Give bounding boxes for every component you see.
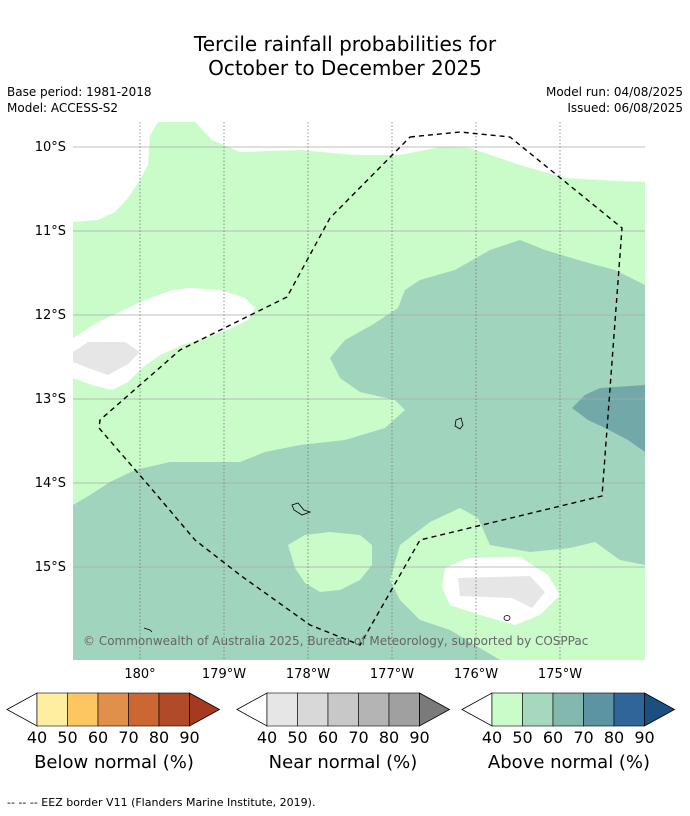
legend-extend-low bbox=[236, 692, 268, 727]
legend-extend-low bbox=[461, 692, 493, 727]
island-wallis bbox=[454, 417, 464, 430]
copyright-text: © Commonwealth of Australia 2025, Bureau… bbox=[83, 634, 588, 648]
legend-tick-label: 60 bbox=[318, 728, 338, 747]
legend-tick-label: 80 bbox=[604, 728, 624, 747]
lat-label: 12°S bbox=[35, 308, 66, 323]
legend-swatch bbox=[158, 692, 190, 727]
legend-tick-label: 80 bbox=[149, 728, 169, 747]
lat-label: 11°S bbox=[35, 224, 66, 239]
legend-swatch bbox=[128, 692, 160, 727]
legend-swatch bbox=[97, 692, 129, 727]
lon-label: 176°W bbox=[454, 667, 498, 682]
legend-extend-low bbox=[6, 692, 38, 727]
legend-tick-label: 50 bbox=[512, 728, 532, 747]
gridlines bbox=[73, 146, 645, 568]
lon-label: 175°W bbox=[538, 667, 582, 682]
eez-note: -- -- -- EEZ border V11 (Flanders Marine… bbox=[7, 796, 316, 809]
lon-label: 177°W bbox=[370, 667, 414, 682]
model-name: Model: ACCESS-S2 bbox=[7, 101, 119, 115]
legend-above-normal: 40 50 60 70 80 90 bbox=[461, 692, 676, 747]
legend-tick-label: 90 bbox=[179, 728, 199, 747]
legend-swatch bbox=[552, 692, 584, 727]
island-futuna bbox=[291, 502, 312, 516]
legend-tick-label: 90 bbox=[409, 728, 429, 747]
near-normal-patch-west bbox=[73, 342, 140, 375]
island-small-southwest bbox=[143, 627, 153, 633]
no-signal-region-north bbox=[195, 122, 645, 182]
legend-tick-label: 40 bbox=[482, 728, 502, 747]
lat-label: 10°S bbox=[35, 140, 66, 155]
legend-title-near: Near normal (%) bbox=[268, 752, 418, 773]
near-normal-patch-southeast bbox=[458, 576, 545, 608]
legend-tick-label: 70 bbox=[118, 728, 138, 747]
lat-axis: 10°S 11°S 12°S 13°S 14°S 15°S bbox=[35, 140, 66, 575]
legend-extend-high bbox=[419, 692, 451, 727]
lat-label: 14°S bbox=[35, 476, 66, 491]
legend-tick-label: 40 bbox=[27, 728, 47, 747]
lon-axis: 180° 179°W 178°W 177°W 176°W 175°W bbox=[124, 667, 582, 682]
legend-swatch bbox=[358, 692, 390, 727]
legend-tick-label: 50 bbox=[287, 728, 307, 747]
legend-extend-high bbox=[189, 692, 221, 727]
legend-tick-label: 70 bbox=[573, 728, 593, 747]
legend-title-above: Above normal (%) bbox=[487, 752, 651, 773]
lat-label: 13°S bbox=[35, 392, 66, 407]
legend-tick-label: 80 bbox=[379, 728, 399, 747]
legend-below-normal: 40 50 60 70 80 90 bbox=[6, 692, 221, 747]
lon-label: 178°W bbox=[286, 667, 330, 682]
lon-label: 179°W bbox=[202, 667, 246, 682]
legend-swatch bbox=[297, 692, 329, 727]
legend-tick-label: 60 bbox=[88, 728, 108, 747]
above-normal-40-50-patch-south bbox=[288, 532, 372, 592]
legend-near-normal: 40 50 60 70 80 90 bbox=[236, 692, 451, 747]
legend-swatch bbox=[522, 692, 554, 727]
legend-extend-high bbox=[644, 692, 676, 727]
legend-tick-label: 70 bbox=[348, 728, 368, 747]
model-run: Model run: 04/08/2025 bbox=[545, 85, 683, 99]
meridians bbox=[139, 122, 561, 660]
legend-swatch bbox=[67, 692, 99, 727]
lon-label: 180° bbox=[124, 667, 155, 682]
legend-swatch bbox=[36, 692, 68, 727]
map-title-line2: October to December 2025 bbox=[208, 56, 482, 80]
legend-swatch bbox=[583, 692, 615, 727]
island-small-south bbox=[503, 615, 511, 621]
map-fill-layer bbox=[73, 122, 645, 660]
legend-tick-label: 40 bbox=[257, 728, 277, 747]
legend-swatch bbox=[266, 692, 298, 727]
legend-swatch bbox=[613, 692, 645, 727]
legend-tick-label: 60 bbox=[543, 728, 563, 747]
base-period: Base period: 1981-2018 bbox=[7, 85, 152, 99]
lat-label: 15°S bbox=[35, 560, 66, 575]
map-title-line1: Tercile rainfall probabilities for bbox=[193, 32, 497, 56]
legend-title-below: Below normal (%) bbox=[34, 752, 194, 773]
above-normal-60-70-region bbox=[572, 385, 645, 452]
legend-swatch bbox=[388, 692, 420, 727]
issued-date: Issued: 06/08/2025 bbox=[567, 101, 683, 115]
legend-swatch bbox=[491, 692, 523, 727]
legend-swatch bbox=[327, 692, 359, 727]
legend-tick-label: 50 bbox=[57, 728, 77, 747]
legend-tick-label: 90 bbox=[634, 728, 654, 747]
